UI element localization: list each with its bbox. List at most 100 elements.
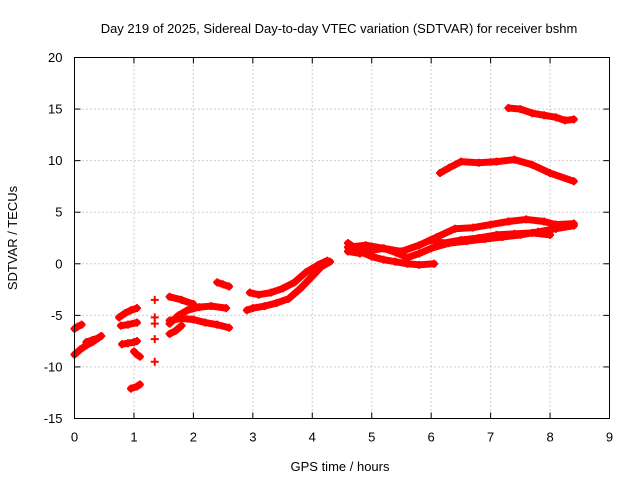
data-point [126, 306, 135, 315]
data-point [124, 320, 132, 329]
data-point [121, 309, 130, 318]
series-t20 [427, 228, 555, 248]
data-point [82, 338, 91, 347]
series-t9 [150, 295, 159, 366]
data-point [361, 241, 370, 250]
x-tick-label: 0 [71, 430, 78, 445]
y-tick-label: 0 [55, 256, 62, 271]
data-point [266, 288, 275, 297]
data-point [183, 306, 192, 315]
data-point [308, 272, 317, 281]
x-tick-label: 9 [606, 430, 613, 445]
data-point [528, 109, 537, 118]
series-t5 [116, 318, 141, 330]
y-tick-label: -5 [51, 308, 63, 323]
series-t8 [126, 380, 144, 393]
data-point [254, 290, 263, 299]
data-point [343, 247, 352, 256]
data-point [132, 337, 141, 346]
data-point [189, 315, 198, 324]
data-point [560, 116, 569, 125]
data-point [132, 318, 141, 327]
data-point [450, 224, 459, 233]
data-point [427, 236, 436, 245]
data-point [492, 230, 501, 239]
data-point [355, 249, 364, 258]
data-point [430, 259, 439, 268]
series-t22 [504, 104, 578, 125]
data-point [528, 160, 537, 169]
data-point [391, 257, 400, 266]
series-t21 [436, 155, 578, 186]
series-t14 [213, 278, 234, 291]
data-point [427, 244, 436, 253]
data-point [135, 380, 144, 389]
data-point [189, 300, 198, 309]
data-point [367, 246, 376, 255]
series-t7 [129, 347, 144, 361]
data-point [540, 111, 549, 120]
data-point [492, 157, 501, 166]
series-t13 [165, 292, 198, 309]
data-point [116, 321, 125, 330]
data-point [165, 292, 174, 301]
data-layer [70, 104, 578, 393]
series-t16 [245, 256, 332, 299]
data-point [415, 249, 424, 258]
tick-layer: 0 1 2 3 4 5 6 7 8 9 20 15 10 5 0 -5 -10 -15 [44, 50, 613, 445]
data-point [290, 278, 299, 287]
data-point [284, 294, 293, 303]
data-point [510, 155, 519, 164]
y-tick-label: 20 [48, 50, 62, 65]
data-point [245, 288, 254, 297]
data-point [150, 335, 159, 344]
x-tick-label: 2 [190, 430, 197, 445]
x-tick-label: 3 [249, 430, 256, 445]
data-point [436, 169, 445, 178]
data-point [124, 339, 132, 348]
data-point [314, 260, 323, 269]
data-point [474, 158, 483, 167]
data-point [439, 239, 448, 248]
data-point [77, 320, 86, 329]
data-point [445, 163, 453, 172]
data-point [132, 304, 141, 313]
data-point [379, 255, 388, 264]
y-tick-label: 15 [48, 102, 62, 117]
data-point [260, 302, 269, 311]
data-point [302, 268, 311, 277]
data-point [195, 303, 204, 312]
data-point [76, 345, 85, 354]
data-point [486, 220, 495, 229]
data-point [546, 169, 555, 178]
x-tick-label: 4 [309, 430, 316, 445]
data-point [516, 105, 525, 114]
y-axis-label: SDTVAR / TECUs [5, 185, 20, 290]
y-tick-label: 5 [55, 205, 62, 220]
x-tick-label: 6 [428, 430, 435, 445]
x-tick-label: 1 [130, 430, 137, 445]
data-point [150, 295, 159, 304]
data-point [177, 321, 186, 330]
data-point [552, 113, 560, 122]
data-point [165, 329, 174, 338]
data-point [552, 224, 560, 233]
data-point [272, 298, 281, 307]
data-point [207, 302, 216, 311]
data-point [415, 241, 424, 250]
data-point [171, 326, 180, 335]
data-point [456, 236, 465, 245]
series-t1 [70, 320, 86, 333]
x-axis-label: GPS time / hours [291, 459, 390, 474]
data-point [242, 306, 251, 315]
data-point [213, 278, 222, 287]
data-point [225, 282, 234, 291]
data-point [150, 319, 159, 328]
x-tick-label: 5 [368, 430, 375, 445]
data-point [88, 336, 97, 345]
chart-title: Day 219 of 2025, Sidereal Day-to-day VTE… [101, 21, 578, 36]
data-point [248, 304, 257, 313]
data-point [474, 234, 483, 242]
series-t6 [118, 337, 141, 349]
